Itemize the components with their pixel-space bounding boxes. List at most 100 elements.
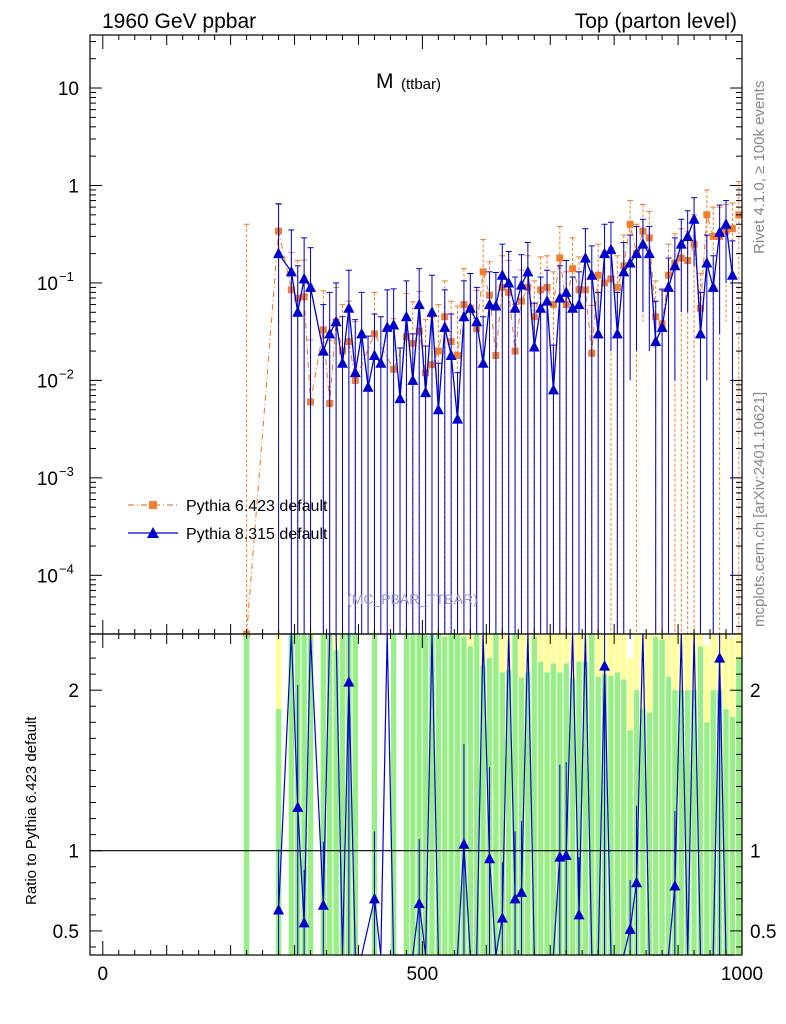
marker-pythia8: [611, 327, 623, 339]
ratio-band-yellow: [704, 645, 710, 723]
marker-pythia8: [637, 238, 649, 249]
marker-pythia8: [694, 327, 706, 339]
marker-pythia8: [656, 321, 668, 332]
marker-pythia6: [434, 347, 442, 355]
x-tick-label: 0: [97, 964, 108, 985]
ratio-band-green: [474, 634, 480, 955]
ratio-band-yellow: [557, 634, 563, 673]
marker-pythia8: [413, 298, 425, 310]
marker-pythia8: [273, 247, 285, 259]
ratio-band-yellow: [486, 634, 493, 659]
marker-pythia8: [701, 257, 713, 268]
ratio-band-yellow: [646, 634, 653, 713]
marker-pythia8: [471, 315, 483, 327]
legend-entry-pythia6: Pythia 6.423 default: [128, 498, 328, 515]
ratio-band-green: [697, 646, 704, 955]
ratio-band-green: [646, 712, 653, 955]
y-tick-label: 10: [37, 274, 58, 295]
ratio-band-green: [518, 677, 525, 955]
ratio-band-green: [467, 646, 474, 955]
marker-pythia8: [618, 265, 630, 277]
marker-pythia6: [626, 220, 634, 228]
marker-pythia8: [292, 306, 304, 317]
ratio-band-yellow: [499, 634, 505, 673]
ratio-band-green: [723, 709, 729, 955]
ratio-band-yellow: [275, 634, 282, 710]
marker-pythia8: [356, 327, 368, 339]
marker-pythia6: [556, 254, 564, 262]
marker-pythia8: [445, 349, 457, 361]
marker-pythia8: [688, 213, 700, 224]
marker-pythia8: [503, 276, 515, 288]
ratio-marker: [631, 876, 643, 888]
marker-pythia8: [324, 327, 336, 339]
marker-pythia8: [714, 226, 726, 237]
y-tick-label-exponent: −1: [59, 269, 74, 284]
legend-marker-triangle: [147, 527, 159, 538]
marker-pythia8: [375, 357, 387, 368]
ratio-band-green: [288, 634, 295, 955]
ratio-marker: [515, 886, 527, 897]
ratio-series-layer: [273, 633, 733, 956]
marker-pythia8: [669, 259, 681, 271]
ratio-ylabel: Ratio to Pythia 6.423 default: [23, 716, 40, 905]
marker-pythia8: [528, 341, 540, 352]
ratio-band-green: [537, 661, 544, 955]
ratio-frame: [89, 633, 743, 956]
ratio-band-green: [493, 634, 499, 955]
ratio-band-yellow: [672, 634, 678, 691]
ratio-marker: [496, 912, 508, 923]
ratio-band-green: [525, 672, 531, 955]
marker-pythia6: [569, 265, 577, 273]
ratio-y-tick-label: 2: [68, 681, 79, 702]
ratio-band-green: [505, 670, 512, 955]
y-tick-label-exponent: −3: [59, 464, 74, 479]
ratio-marker: [560, 849, 572, 860]
marker-pythia8: [330, 315, 342, 327]
ratio-band-green: [582, 661, 589, 955]
legend-entry-pythia8: Pythia 8.315 default: [128, 526, 328, 543]
ratio-band-yellow: [710, 634, 716, 691]
marker-pythia8: [496, 269, 508, 280]
ratio-band-green: [327, 634, 333, 955]
ratio-band-green: [659, 639, 665, 955]
marker-pythia8: [675, 238, 687, 249]
series-line-pythia8: [278, 219, 734, 420]
marker-pythia8: [362, 381, 374, 392]
ratio-marker: [298, 916, 310, 928]
ratio-marker: [509, 892, 521, 904]
marker-pythia8: [535, 302, 547, 313]
marker-pythia8: [547, 383, 559, 395]
marker-pythia8: [394, 392, 406, 404]
mcplots-label: mcplots.cern.ch [arXiv:2401.10621]: [751, 392, 768, 627]
marker-pythia8: [522, 265, 534, 277]
marker-pythia6: [454, 352, 462, 360]
y-tick-label: 1: [68, 176, 79, 197]
marker-pythia8: [631, 247, 643, 259]
ratio-band-yellow: [576, 634, 582, 662]
ratio-marker: [599, 660, 611, 671]
ratio-y-tick-label-right: 0.5: [750, 922, 776, 943]
ratio-band-green: [512, 634, 518, 955]
marker-pythia8: [400, 310, 412, 322]
marker-pythia8: [349, 366, 361, 378]
marker-pythia8: [432, 403, 444, 415]
marker-pythia8: [336, 357, 348, 368]
marker-pythia8: [560, 286, 572, 297]
ratio-band-green: [448, 634, 454, 955]
ratio-band-yellow: [640, 634, 646, 710]
marker-pythia8: [298, 272, 310, 284]
ratio-band-green: [275, 709, 282, 955]
marker-pythia6: [728, 225, 736, 233]
ratio-band-green: [576, 661, 582, 955]
ratio-band-green: [704, 722, 710, 955]
ratio-band-yellow: [684, 634, 691, 691]
ratio-band-yellow: [614, 634, 621, 673]
ratio-band-yellow: [518, 634, 525, 678]
ratio-band-green: [390, 634, 397, 955]
marker-pythia8: [490, 300, 502, 311]
marker-pythia8: [407, 374, 419, 385]
ratio-band-green: [422, 634, 429, 955]
ratio-band-green: [352, 634, 358, 955]
